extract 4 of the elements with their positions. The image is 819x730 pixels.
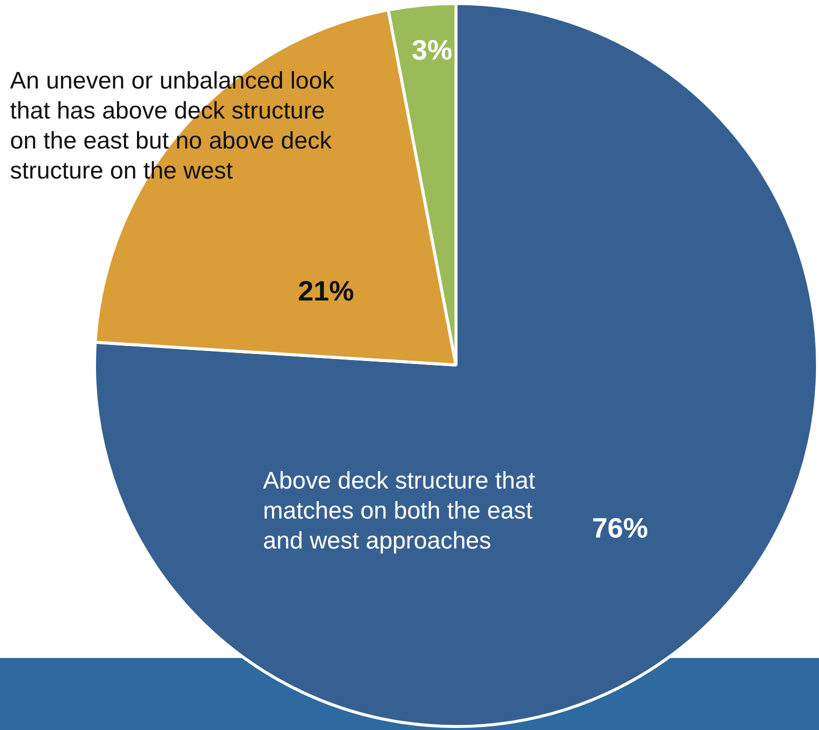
data-label: 21%: [298, 276, 354, 307]
slice-label: Above deck structure that matches on both the east and west approaches: [263, 468, 536, 555]
data-label: 3%: [412, 34, 452, 66]
data-label: 76%: [592, 512, 648, 544]
